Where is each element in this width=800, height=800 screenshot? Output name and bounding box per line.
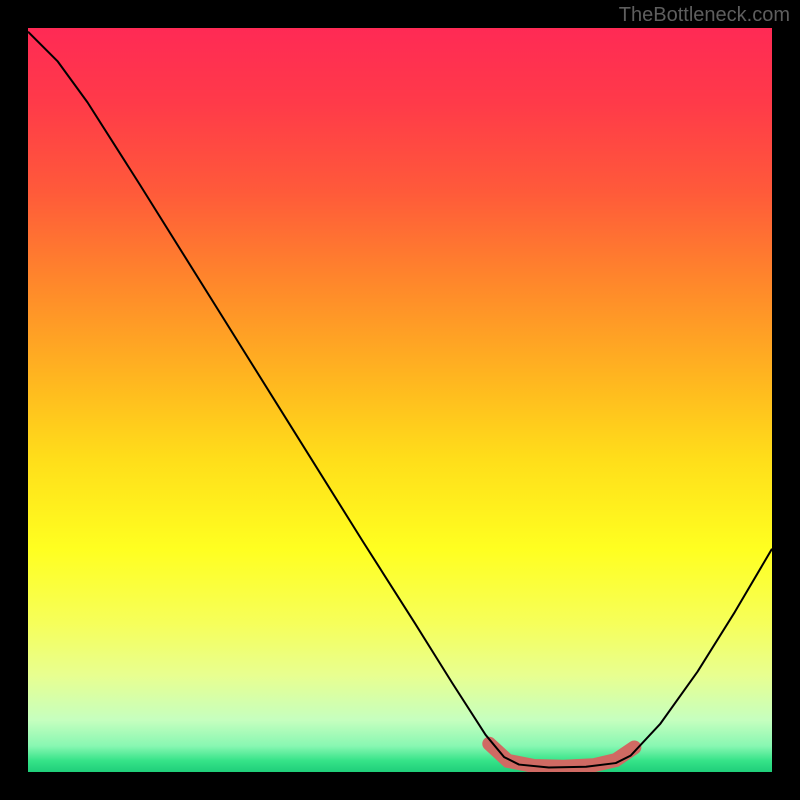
plot-background-gradient xyxy=(28,28,772,772)
attribution-text: TheBottleneck.com xyxy=(619,4,790,27)
bottleneck-chart xyxy=(28,28,772,772)
